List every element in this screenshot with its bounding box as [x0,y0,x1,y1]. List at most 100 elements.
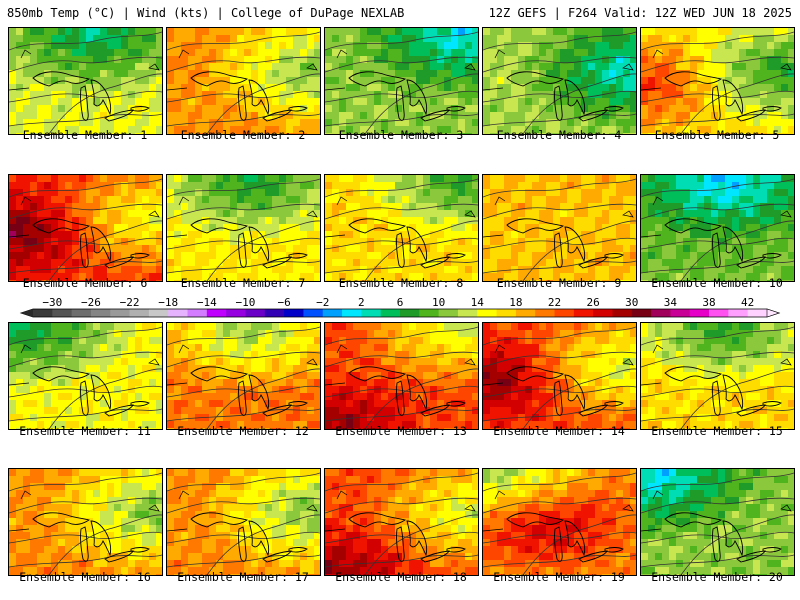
temperature-field [483,323,636,429]
height-contour [167,178,320,198]
temperature-field [167,469,320,575]
great-lakes-coastline [80,85,89,121]
colorbar-segment [206,309,227,317]
height-contour [9,531,162,544]
great-lakes-coastline [190,71,249,87]
temperature-field [483,28,636,134]
height-contour [483,56,636,73]
height-contour [9,408,162,422]
ensemble-member-caption-10: Ensemble Member: 10 [651,276,783,290]
border-lines [325,49,476,91]
great-lakes-coastline [446,106,466,112]
great-lakes-coastline [564,79,586,116]
border-lines [641,344,792,386]
height-contour [325,203,478,220]
great-lakes-coastline [262,256,292,269]
great-lakes-coastline [190,512,249,528]
great-lakes-coastline [604,106,624,112]
great-lakes-coastline [80,232,89,268]
colorbar-segment [52,309,73,317]
height-contour [483,326,636,346]
great-lakes-coastline [90,520,112,557]
great-lakes-coastline [248,374,270,411]
height-contour [206,73,320,134]
great-lakes-coastline [262,404,292,417]
great-lakes-coastline [722,226,744,263]
height-contour [167,237,320,250]
great-lakes-coastline [406,79,428,116]
height-contour [522,368,636,429]
height-contour [641,90,794,103]
colorbar-segment [573,309,594,317]
great-lakes-coastline [288,547,308,553]
height-contour [325,351,478,368]
great-lakes-coastline [578,404,608,417]
great-lakes-coastline [604,547,624,553]
height-contour [48,368,162,429]
height-contour [483,351,636,368]
great-lakes-coastline [664,512,723,528]
temperature-field [325,469,478,575]
great-lakes-coastline [396,380,405,416]
ensemble-member-caption-12: Ensemble Member: 12 [177,424,309,438]
colorbar-segment [477,309,497,317]
height-contour [680,220,794,281]
border-lines [167,344,318,386]
ensemble-member-map-9 [482,174,637,282]
height-contour [48,220,162,281]
height-contour [9,113,162,127]
height-contour [483,497,636,514]
border-lines [167,196,318,238]
height-contour [167,56,320,73]
ensemble-member-caption-9: Ensemble Member: 9 [496,276,622,290]
border-lines [483,344,634,386]
great-lakes-coastline [578,256,608,269]
height-contour [325,178,478,198]
colorbar-segment [554,309,575,317]
height-contour [483,554,636,568]
height-contour [641,472,794,492]
great-lakes-coastline [348,366,407,382]
colorbar-tick-label: −10 [236,296,256,309]
temperature-field [9,175,162,281]
colorbar-segment [400,309,420,317]
height-contour [167,408,320,422]
ensemble-member-caption-16: Ensemble Member: 16 [19,570,151,584]
great-lakes-coastline [130,401,150,407]
colorbar-tick-label: −18 [158,296,178,309]
great-lakes-coastline [578,550,608,563]
colorbar-tick-label: −6 [277,296,290,309]
temperature-field [325,28,478,134]
height-contour [483,113,636,127]
great-lakes-coastline [762,547,782,553]
colorbar-segment [709,309,729,317]
height-contour [9,351,162,368]
great-lakes-coastline [238,85,247,121]
great-lakes-coastline [104,404,134,417]
colorbar-tick-label: 6 [397,296,404,309]
height-contour [325,260,478,274]
height-contour [9,260,162,274]
great-lakes-coastline [712,232,721,268]
great-lakes-coastline [396,232,405,268]
great-lakes-coastline [238,232,247,268]
height-contour [325,554,478,568]
colorbar-tick-label: −26 [81,296,101,309]
great-lakes-coastline [604,253,624,259]
colorbar-segment [728,309,749,317]
colorbar-segment [71,309,92,317]
height-contour [680,368,794,429]
height-contour [167,113,320,127]
great-lakes-coastline [420,550,450,563]
height-contour [9,56,162,73]
ensemble-member-map-10 [640,174,795,282]
ensemble-member-map-17 [166,468,321,576]
border-lines [9,490,160,532]
colorbar-segment [322,309,343,317]
colorbar-tick-label: 2 [358,296,365,309]
height-contour [522,73,636,134]
ensemble-member-caption-14: Ensemble Member: 14 [493,424,625,438]
great-lakes-coastline [722,79,744,116]
ensemble-member-map-16 [8,468,163,576]
height-contour [167,90,320,103]
